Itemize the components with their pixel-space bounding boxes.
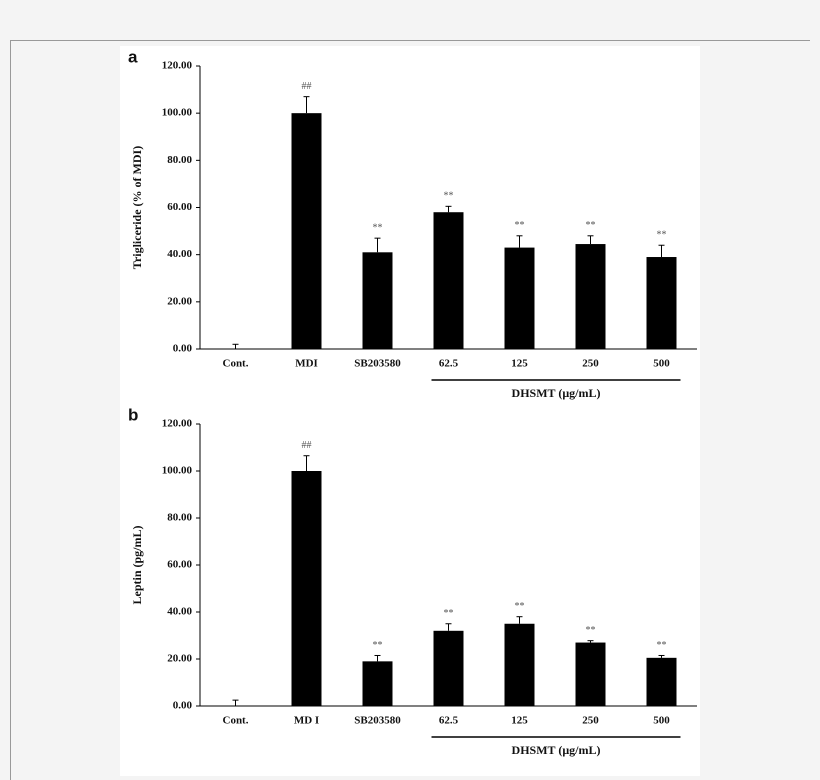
x-tick-label: 125 [511,715,528,727]
group-label: DHSMT (μg/mL) [512,743,601,757]
x-tick-label: 250 [582,715,599,727]
annotation: ** [515,220,525,231]
x-tick-label: 62.5 [439,358,459,370]
annotation: ** [657,640,667,651]
x-tick-label: 500 [653,358,670,370]
y-tick-label: 100.00 [162,107,193,119]
y-tick-label: 80.00 [167,154,192,166]
annotation: ** [373,222,383,233]
x-tick-label: 125 [511,358,528,370]
y-tick-label: 0.00 [173,700,193,712]
x-tick-label: Cont. [223,358,249,370]
annotation: ** [515,601,525,612]
y-tick-label: 20.00 [167,295,192,307]
x-tick-label: SB203580 [354,358,401,370]
y-axis-label: Leptin (pg/mL) [130,525,144,604]
annotation: ## [302,440,312,451]
bar [646,257,677,349]
group-label: DHSMT (μg/mL) [512,386,601,400]
x-tick-label: 250 [582,358,599,370]
x-tick-label: 500 [653,715,670,727]
bar [362,661,393,706]
x-tick-label: Cont. [223,715,249,727]
x-tick-label: SB203580 [354,715,401,727]
bar [433,630,464,706]
panel-label: a [128,47,138,66]
x-tick-label: MD I [294,715,319,727]
bar [575,642,606,706]
panel-label: b [128,405,138,424]
x-tick-label: 62.5 [439,715,459,727]
annotation: ** [444,191,454,202]
annotation: ** [373,640,383,651]
annotation: ** [444,608,454,619]
y-tick-label: 20.00 [167,653,192,665]
figure-bg [120,46,700,776]
bar [575,244,606,349]
bar [362,252,393,349]
y-tick-label: 120.00 [162,60,193,72]
y-tick-label: 60.00 [167,201,192,213]
y-tick-label: 40.00 [167,248,192,260]
annotation: ** [586,625,596,636]
y-tick-label: 60.00 [167,559,192,571]
bar [291,471,322,706]
y-tick-label: 120.00 [162,418,193,430]
bar [646,657,677,706]
bar [291,113,322,350]
bar [433,212,464,349]
annotation: ** [657,230,667,241]
y-tick-label: 0.00 [173,343,193,355]
annotation: ## [302,81,312,92]
y-tick-label: 40.00 [167,606,192,618]
y-tick-label: 80.00 [167,512,192,524]
y-axis-label: Trigliceride (% of MDI) [130,146,144,269]
annotation: ** [586,220,596,231]
x-tick-label: MDI [295,358,318,370]
bar [504,247,535,349]
y-tick-label: 100.00 [162,465,193,477]
bar [504,623,535,706]
